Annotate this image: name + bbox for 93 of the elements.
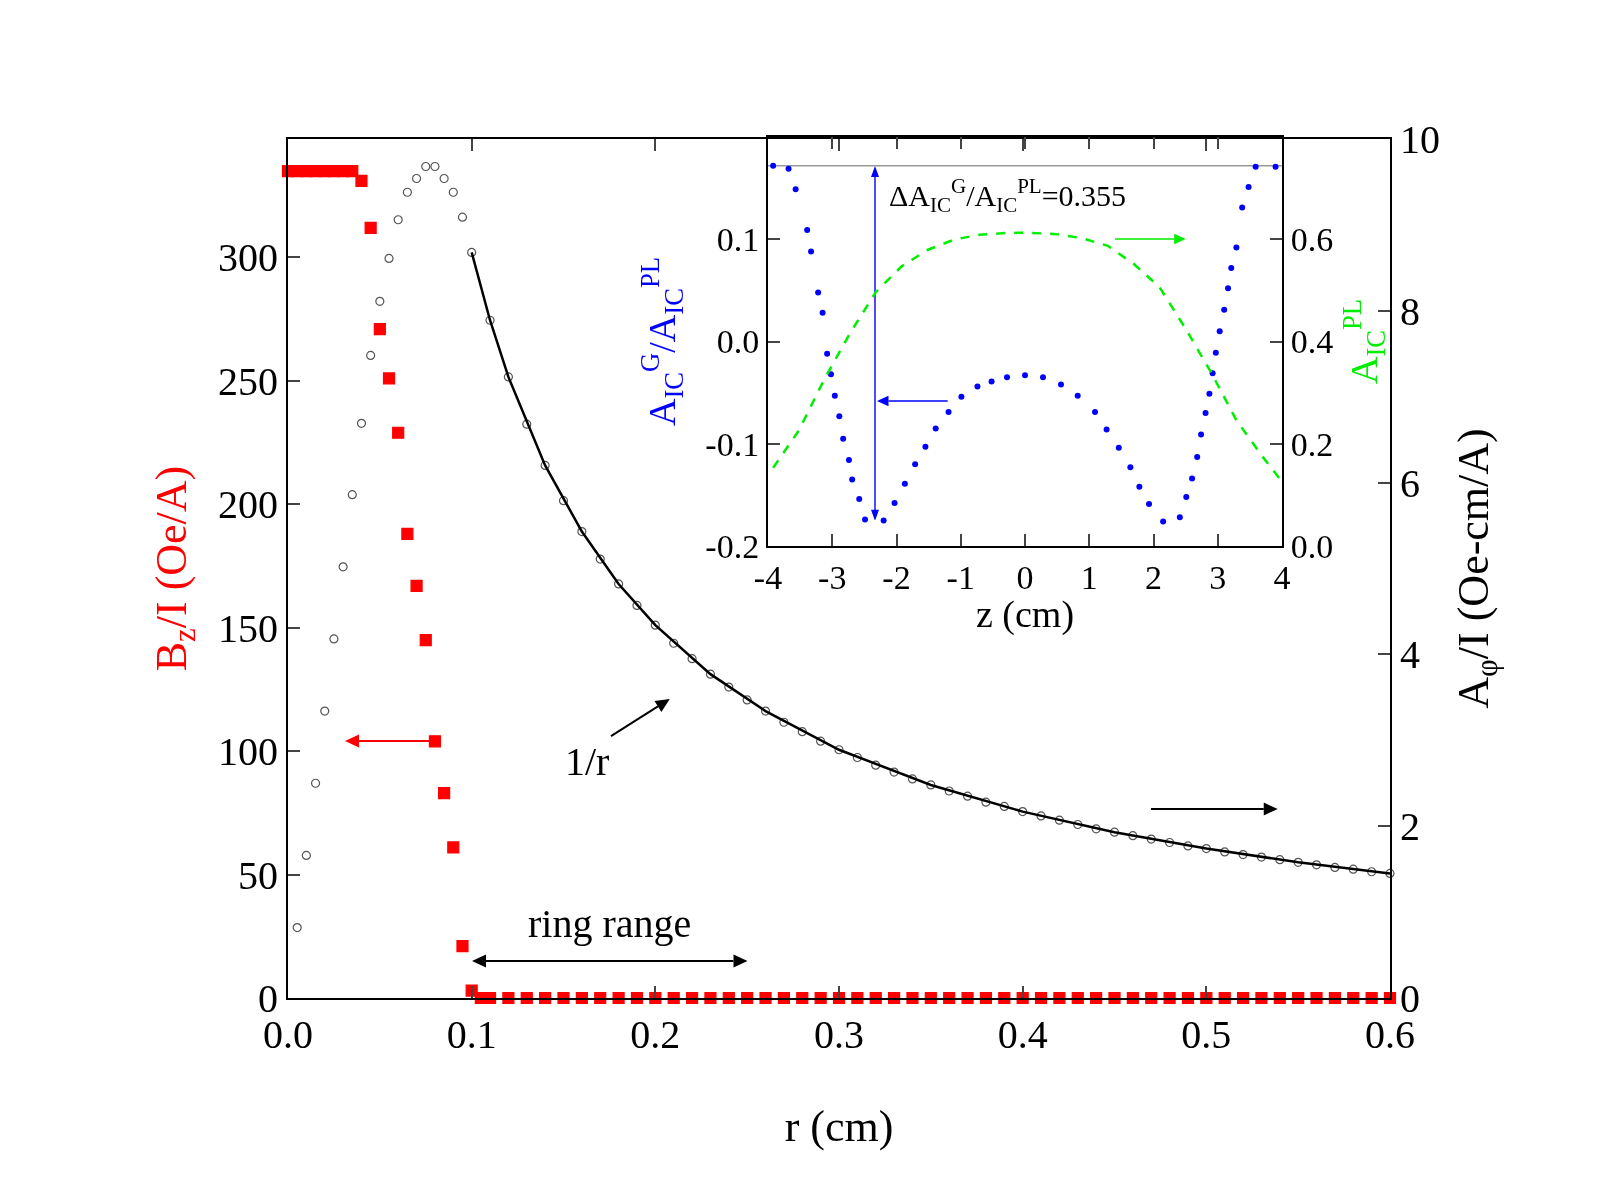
point bbox=[891, 500, 898, 507]
point bbox=[1115, 444, 1122, 451]
y-tick-label: 0 bbox=[258, 976, 278, 1021]
point bbox=[1022, 372, 1028, 379]
point bbox=[1206, 390, 1213, 397]
point bbox=[840, 435, 847, 442]
point bbox=[1228, 264, 1235, 271]
point bbox=[792, 186, 799, 193]
point bbox=[1198, 431, 1205, 438]
point bbox=[1092, 409, 1099, 416]
point bbox=[836, 413, 843, 420]
y-tick-label: 150 bbox=[218, 605, 278, 651]
point bbox=[1039, 374, 1046, 381]
y-tick-label: 300 bbox=[218, 235, 278, 281]
point bbox=[1074, 392, 1081, 399]
point bbox=[770, 162, 777, 169]
point bbox=[824, 350, 831, 357]
point bbox=[1252, 163, 1259, 170]
point bbox=[827, 371, 834, 378]
point bbox=[1245, 184, 1252, 191]
y2-tick-label: 4 bbox=[1400, 632, 1420, 678]
x-tick-label: -3 bbox=[818, 558, 847, 596]
x-tick-label: 0.2 bbox=[630, 1012, 681, 1057]
point bbox=[974, 383, 981, 390]
point bbox=[1272, 163, 1279, 170]
y2-tick-label: 0.4 bbox=[1290, 323, 1334, 361]
point bbox=[1057, 381, 1064, 388]
point bbox=[1160, 518, 1167, 525]
x-tick-label: 1 bbox=[1080, 558, 1098, 596]
x-tick-label: -2 bbox=[882, 558, 911, 596]
point bbox=[988, 378, 995, 385]
point bbox=[856, 495, 863, 502]
point bbox=[819, 309, 826, 316]
annotation: ΔA$_{IC}$$^{G}$/A$_{IC}$$^{PL}$=0.355 bbox=[889, 174, 1127, 217]
y2-tick-label: 8 bbox=[1400, 288, 1420, 334]
point bbox=[1194, 454, 1201, 461]
y-tick-label: 0.1 bbox=[716, 221, 760, 259]
point bbox=[958, 393, 965, 400]
x-tick-label: 0.5 bbox=[1181, 1012, 1232, 1057]
point bbox=[1221, 306, 1228, 313]
point bbox=[1146, 501, 1152, 508]
point bbox=[808, 248, 815, 255]
point bbox=[912, 461, 919, 468]
point bbox=[880, 517, 887, 524]
point bbox=[804, 227, 811, 234]
x-axis-title: z (cm) bbox=[975, 593, 1075, 636]
point bbox=[785, 165, 792, 172]
point bbox=[1176, 514, 1183, 521]
y2-tick-label: 0.6 bbox=[1290, 221, 1334, 259]
point bbox=[1136, 483, 1143, 490]
point bbox=[922, 443, 929, 450]
point bbox=[849, 476, 856, 483]
x-axis-title: r (cm) bbox=[784, 1102, 894, 1151]
x-tick-label: 0.4 bbox=[997, 1012, 1048, 1057]
x-tick-label: -1 bbox=[946, 558, 975, 596]
y-tick-label: 250 bbox=[218, 358, 278, 404]
point bbox=[1209, 370, 1216, 377]
x-tick-label: 2 bbox=[1145, 558, 1162, 596]
point bbox=[1216, 328, 1223, 335]
point bbox=[1233, 244, 1240, 251]
point bbox=[1225, 285, 1232, 292]
point bbox=[845, 457, 852, 464]
y2-tick-label: 0.0 bbox=[1290, 527, 1334, 565]
point bbox=[1202, 410, 1209, 417]
y-tick-label: 100 bbox=[218, 729, 278, 775]
x-tick-label: 4 bbox=[1273, 558, 1291, 596]
annotation: 1/r bbox=[565, 739, 610, 784]
x-tick-label: 0.1 bbox=[446, 1012, 497, 1057]
point bbox=[1239, 204, 1246, 211]
y2-tick-label: 0.2 bbox=[1290, 425, 1334, 463]
y2-tick-label: 6 bbox=[1400, 460, 1420, 506]
x-tick-label: 3 bbox=[1209, 558, 1227, 596]
point bbox=[1103, 426, 1110, 433]
point bbox=[901, 480, 908, 487]
annotation: ring range bbox=[528, 901, 692, 946]
point bbox=[1127, 464, 1134, 471]
y-tick-label: 200 bbox=[218, 482, 278, 528]
point bbox=[1212, 349, 1219, 356]
point bbox=[945, 409, 952, 416]
y2-tick-label: 2 bbox=[1400, 804, 1420, 850]
point bbox=[1004, 374, 1011, 381]
point bbox=[815, 289, 822, 296]
y2-tick-label: 10 bbox=[1400, 117, 1440, 162]
x-tick-label: 0 bbox=[1016, 558, 1034, 596]
y-tick-label: 50 bbox=[238, 852, 278, 898]
point bbox=[862, 516, 869, 523]
point bbox=[1183, 493, 1190, 500]
point bbox=[932, 425, 939, 432]
point bbox=[831, 392, 838, 399]
x-tick-label: 0.3 bbox=[814, 1012, 864, 1057]
y-tick-label: -0.1 bbox=[705, 425, 760, 463]
y-tick-label: 0.0 bbox=[716, 323, 760, 361]
point bbox=[1189, 475, 1196, 482]
